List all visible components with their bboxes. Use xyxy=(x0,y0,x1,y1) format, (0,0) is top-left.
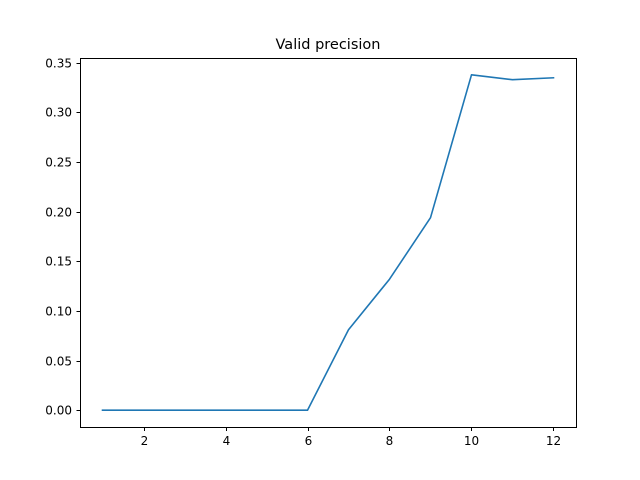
y-tick-label: 0.05 xyxy=(45,355,72,369)
x-tick-label: 10 xyxy=(464,434,479,448)
y-tick-label: 0.15 xyxy=(45,255,72,269)
series-line xyxy=(101,74,555,412)
y-axis: 0.00 0.05 0.10 0.15 0.20 0.25 0.30 0.35 xyxy=(45,57,81,418)
plot-frame xyxy=(80,58,577,428)
x-tick-label: 6 xyxy=(305,434,313,448)
y-tick-label: 0.25 xyxy=(45,156,72,170)
y-tick-label: 0.35 xyxy=(45,57,72,71)
y-tick-label: 0.30 xyxy=(45,106,72,120)
series-layer xyxy=(101,74,555,412)
x-tick-label: 2 xyxy=(141,434,149,448)
x-tick-label: 12 xyxy=(546,434,561,448)
y-tick-label: 0.20 xyxy=(45,206,72,220)
x-tick-label: 4 xyxy=(223,434,231,448)
chart-title: Valid precision xyxy=(276,37,381,53)
y-tick-label: 0.00 xyxy=(45,404,72,418)
x-tick-label: 8 xyxy=(386,434,394,448)
y-tick-label: 0.10 xyxy=(45,305,72,319)
x-axis: 2 4 6 8 10 12 xyxy=(141,427,561,448)
